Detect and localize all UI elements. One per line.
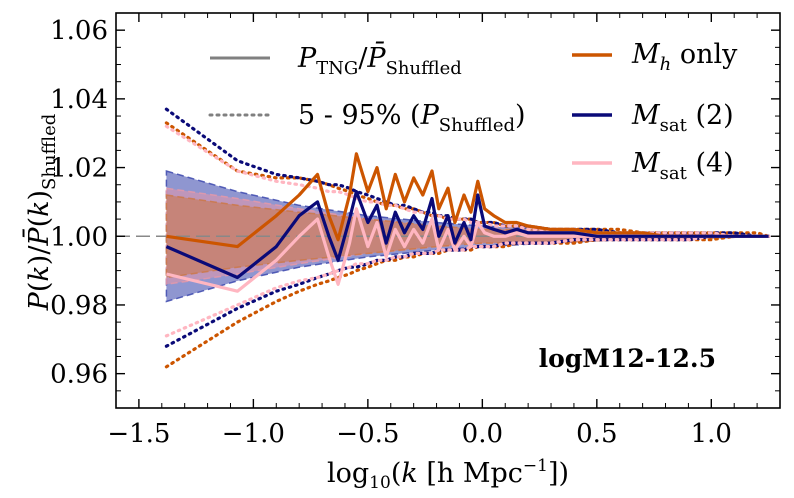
series-line-m-sat-2 [165, 190, 769, 280]
legend-label-msat2: Msat (2) [631, 100, 734, 136]
x-tick-label: 0.0 [462, 419, 503, 449]
x-tick-label: 1.0 [691, 419, 732, 449]
legend-label-percentile: 5 - 95% (PShuffled) [298, 100, 526, 136]
legend-label-ptng: PTNG/P̄Shuffled [297, 40, 462, 79]
y-axis-label: P(k)/P̄(k)Shuffled [21, 114, 60, 312]
series-line-m-h-only [166, 152, 769, 249]
x-tick-label: −1.5 [107, 419, 170, 449]
y-tick-label: 0.98 [50, 291, 108, 321]
ticks-layer: −1.5 −1.0 −0.5 0.0 0.5 1.0 0.96 0.98 1.00 1.02 1.0… [50, 12, 781, 449]
y-tick-label: 1.00 [50, 222, 108, 252]
annotation-label: logM12-12.5 [539, 344, 716, 373]
legend-label-mh: Mh only [631, 39, 738, 75]
y-tick-label: 1.02 [50, 154, 108, 184]
x-tick-label: −1.0 [222, 419, 285, 449]
series-layer [165, 152, 769, 293]
plot-frame [115, 12, 781, 409]
y-tick-label: 1.06 [50, 16, 108, 46]
legend-label-msat4: Msat (4) [631, 148, 734, 184]
x-axis-label: log10(k [h Mpc−1]) [327, 456, 569, 493]
percentile-high-m-sat-4 [164, 124, 771, 238]
legend: PTNG/P̄Shuffled 5 - 95% (PShuffled) Mh o… [208, 39, 738, 184]
y-tick-label: 1.04 [50, 85, 108, 115]
x-tick-label: −0.5 [336, 419, 399, 449]
x-tick-label: 0.5 [576, 419, 617, 449]
y-tick-label: 0.96 [50, 360, 108, 390]
